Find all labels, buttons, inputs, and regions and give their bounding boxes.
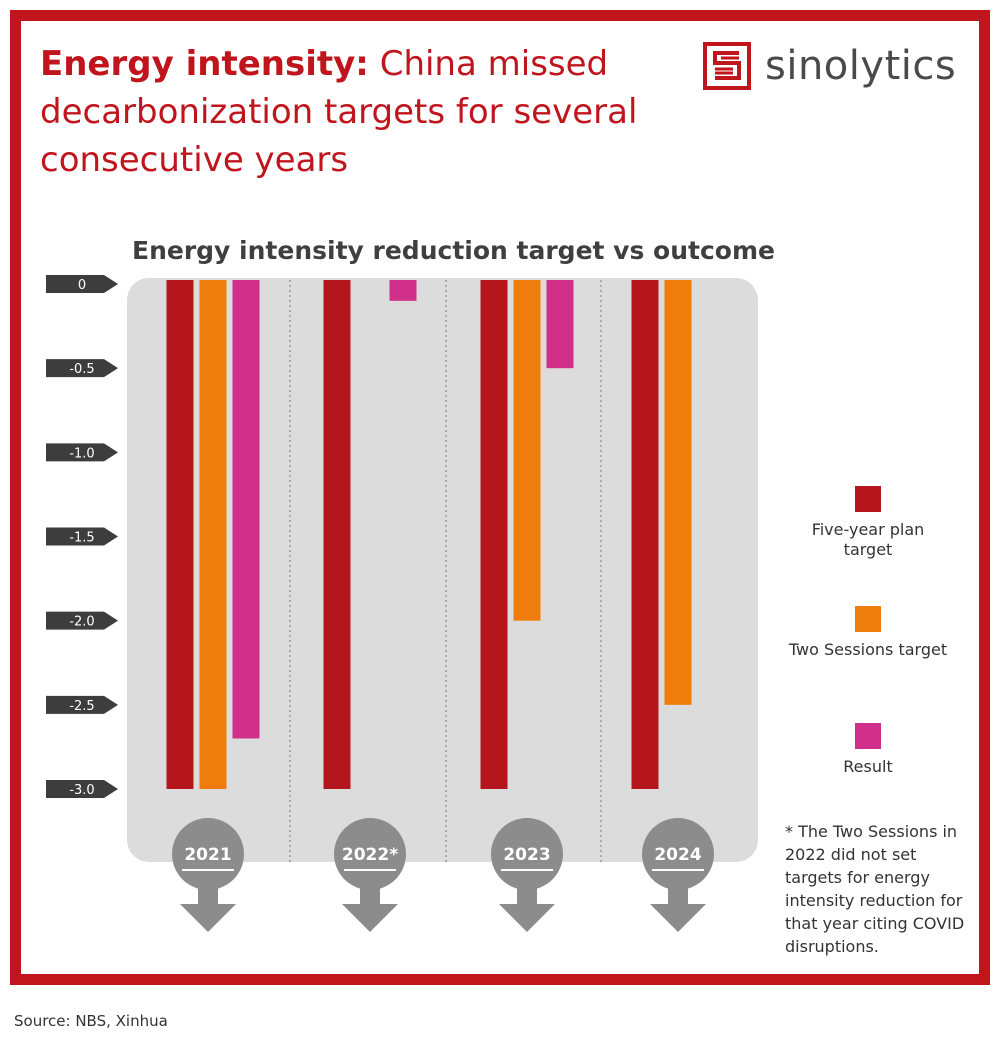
legend-swatch bbox=[855, 723, 881, 749]
y-tick-flag bbox=[46, 780, 118, 798]
bar-two-sessions-target bbox=[199, 280, 227, 789]
bar-result bbox=[389, 280, 417, 301]
legend-item-result: Result bbox=[788, 723, 948, 777]
y-tick-label: -3.0 bbox=[69, 783, 94, 798]
legend-label: Five-year plan target bbox=[811, 520, 925, 559]
title-bold: Energy intensity: bbox=[40, 44, 369, 84]
bar-two-sessions-target bbox=[513, 280, 541, 621]
y-tick-flag bbox=[46, 275, 118, 293]
y-tick-flag bbox=[46, 527, 118, 546]
y-tick-label: -2.5 bbox=[69, 699, 94, 714]
x-tick-label: 2023 bbox=[503, 845, 550, 865]
year-arrow-icon bbox=[650, 874, 706, 932]
bar-five-year-plan-target bbox=[631, 280, 659, 789]
year-arrow-icon bbox=[342, 874, 398, 932]
legend-label: Result bbox=[843, 757, 893, 776]
legend-item-two-sessions: Two Sessions target bbox=[788, 606, 948, 660]
logo: sinolytics bbox=[703, 42, 956, 90]
y-tick-label: -1.5 bbox=[69, 531, 94, 546]
year-arrow-icon bbox=[499, 874, 555, 932]
year-arrow-icon bbox=[180, 874, 236, 932]
footnote: * The Two Sessions in 2022 did not set t… bbox=[785, 822, 965, 956]
title-rest: China missed decarbonization targets for… bbox=[40, 44, 638, 180]
y-tick-flag bbox=[46, 611, 118, 630]
y-tick-label: -1.0 bbox=[69, 446, 94, 461]
bar-five-year-plan-target bbox=[166, 280, 194, 789]
bar-five-year-plan-target bbox=[480, 280, 508, 789]
y-tick-label: 0 bbox=[78, 278, 86, 293]
bar-five-year-plan-target bbox=[323, 280, 351, 789]
y-tick-flag bbox=[46, 359, 118, 378]
legend-swatch bbox=[855, 606, 881, 632]
y-tick-flag bbox=[46, 443, 118, 462]
year-badge bbox=[334, 818, 406, 890]
y-tick-label: -0.5 bbox=[69, 362, 94, 377]
source-text: Source: NBS, Xinhua bbox=[14, 1012, 168, 1030]
chart-title: Energy intensity reduction target vs out… bbox=[132, 236, 775, 265]
legend-item-five-year: Five-year plan target bbox=[788, 486, 948, 560]
plot-panel bbox=[127, 278, 758, 862]
x-tick-label: 2022* bbox=[342, 845, 398, 865]
sinolytics-logo-icon bbox=[703, 42, 751, 90]
bar-result bbox=[232, 280, 260, 739]
year-badge bbox=[491, 818, 563, 890]
y-tick-flag bbox=[46, 695, 118, 714]
y-tick-label: -2.0 bbox=[69, 615, 94, 630]
legend-swatch bbox=[855, 486, 881, 512]
bar-result bbox=[546, 280, 574, 369]
legend-label: Two Sessions target bbox=[788, 640, 948, 659]
year-badge bbox=[172, 818, 244, 890]
page-title: Energy intensity: China missed decarboni… bbox=[40, 40, 680, 184]
x-tick-label: 2024 bbox=[654, 845, 701, 865]
x-tick-label: 2021 bbox=[184, 845, 231, 865]
bar-two-sessions-target bbox=[664, 280, 692, 705]
year-badge bbox=[642, 818, 714, 890]
logo-text: sinolytics bbox=[765, 43, 957, 89]
